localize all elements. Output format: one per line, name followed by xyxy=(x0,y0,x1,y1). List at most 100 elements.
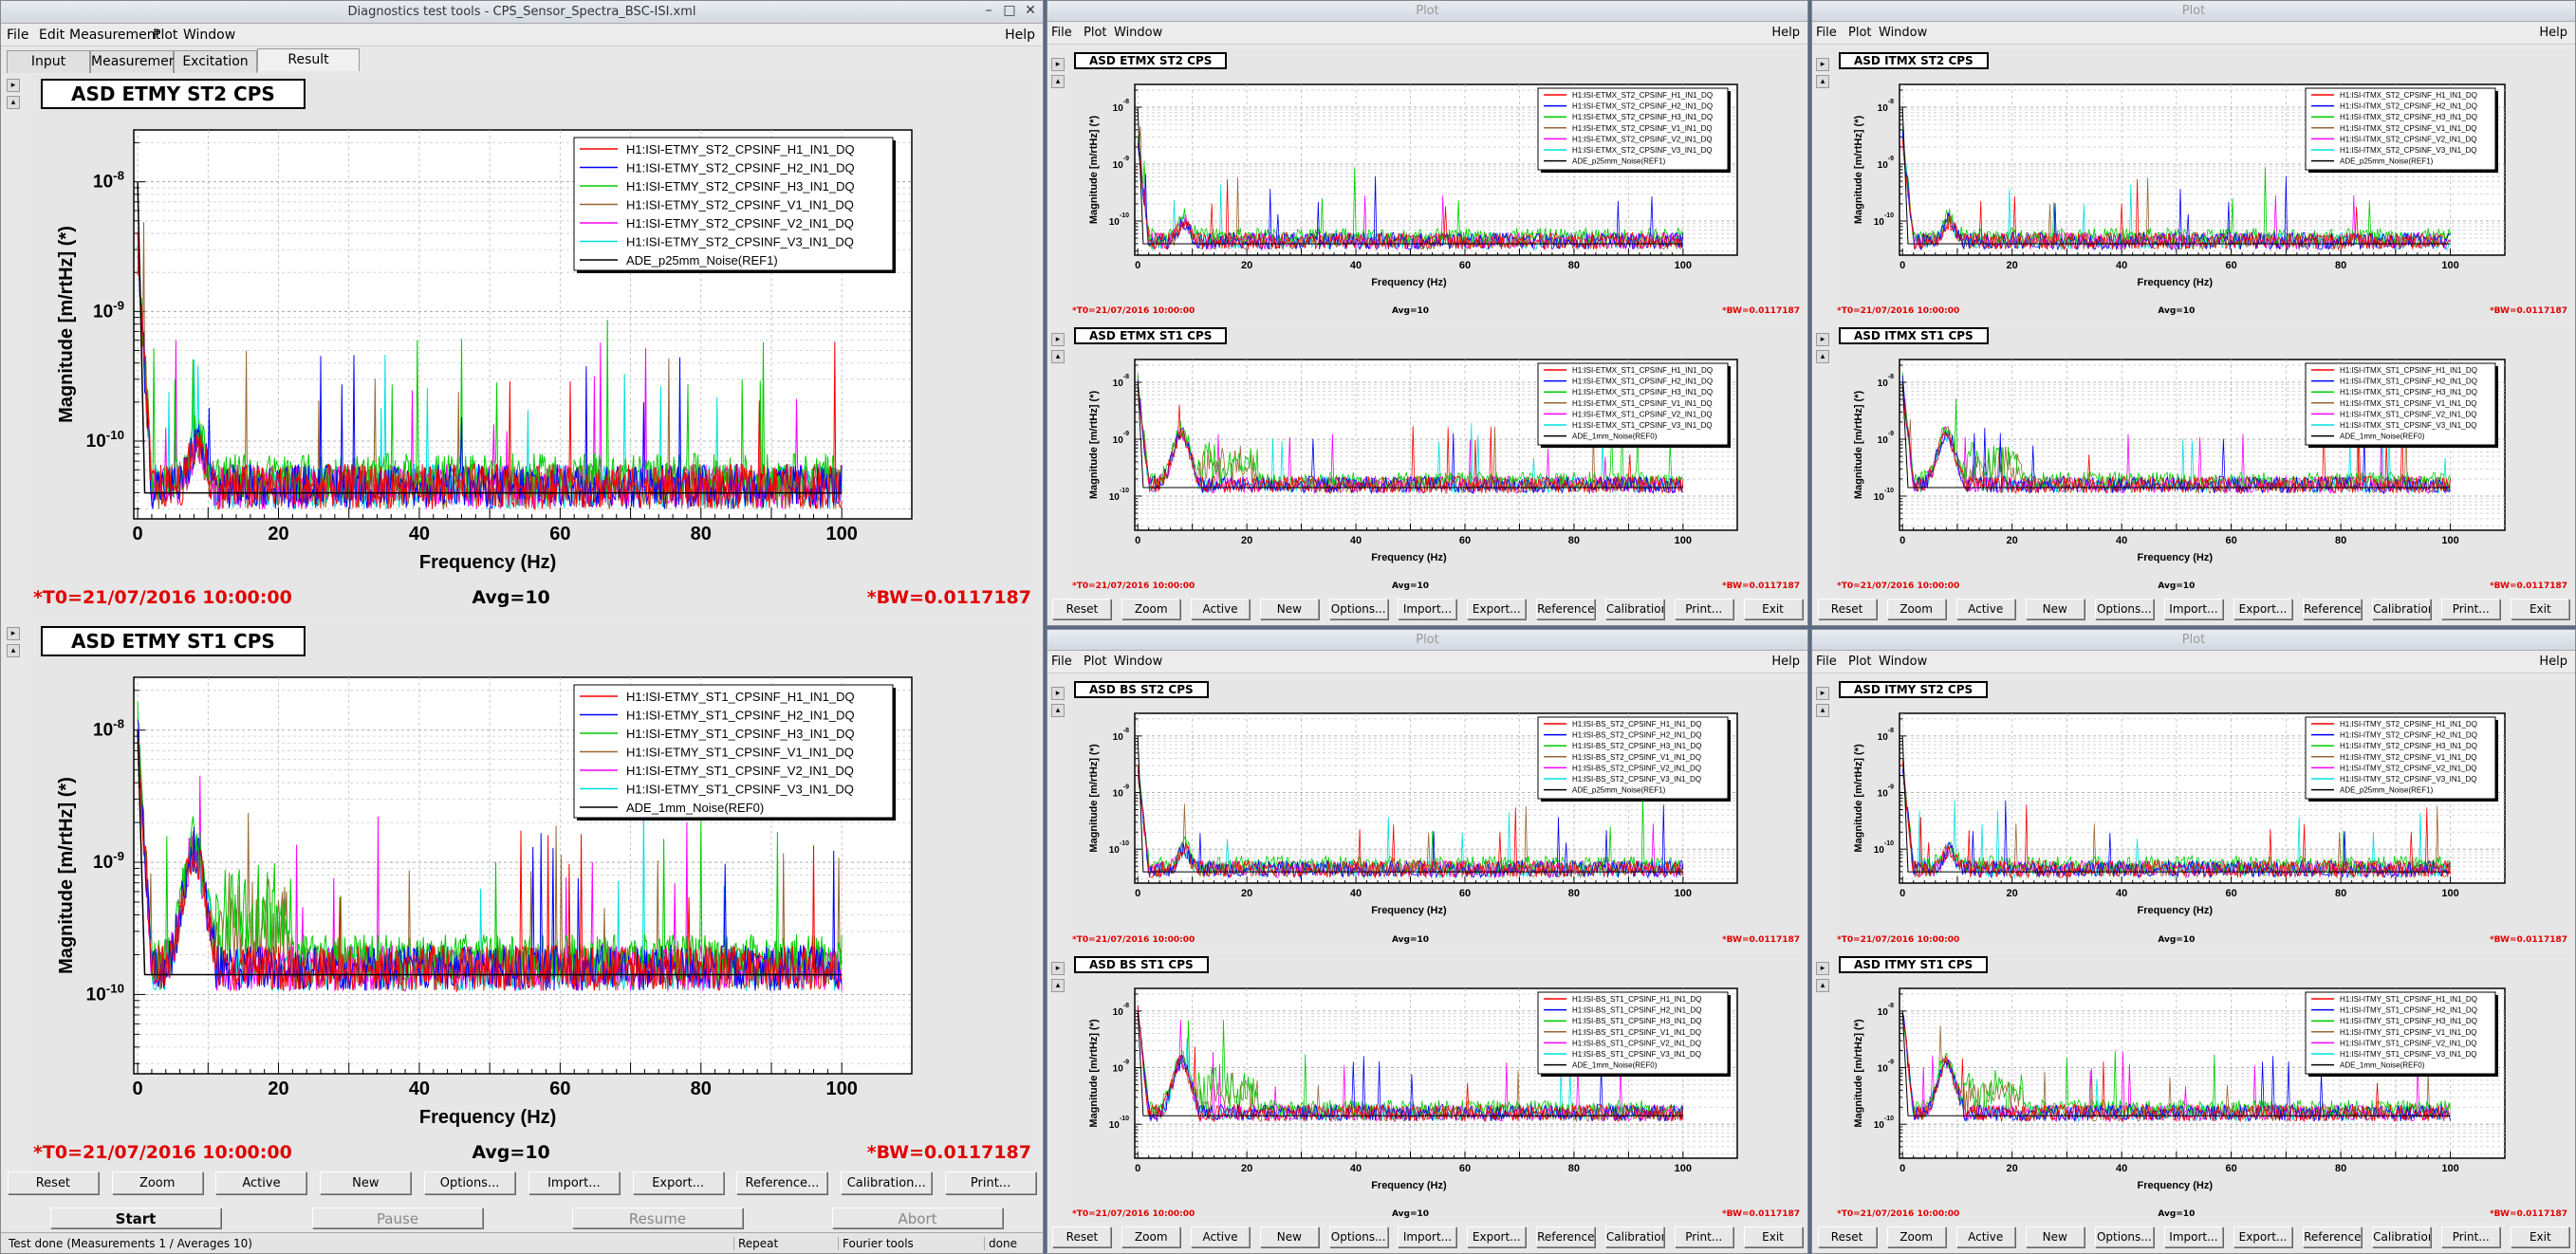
maximize-icon[interactable]: □ xyxy=(1003,3,1016,18)
exit-button[interactable]: Exit xyxy=(2511,599,2570,619)
options-button[interactable]: Options... xyxy=(2094,599,2154,619)
reset-button[interactable]: Reset xyxy=(1817,1226,1877,1247)
menu-plot[interactable]: Plot xyxy=(153,28,178,43)
import-button[interactable]: Import... xyxy=(2163,1226,2223,1247)
calibration-button[interactable]: Calibration... xyxy=(1604,599,1664,619)
panel-collapse-button[interactable]: ▴ xyxy=(1816,978,1829,992)
pause-button[interactable]: Pause xyxy=(312,1208,483,1228)
panel-expand-button[interactable]: ▸ xyxy=(1051,58,1065,71)
exit-button[interactable]: Exit xyxy=(1743,1226,1803,1247)
new-button[interactable]: New xyxy=(2025,599,2085,619)
panel-expand-button[interactable]: ▸ xyxy=(1816,58,1829,71)
panel-collapse-button[interactable]: ▴ xyxy=(1051,704,1065,717)
active-button[interactable]: Active xyxy=(1191,1226,1251,1247)
calibration-button[interactable]: Calibration... xyxy=(1604,1226,1664,1247)
active-button[interactable]: Active xyxy=(1191,599,1251,619)
panel-expand-button[interactable]: ▸ xyxy=(7,627,20,640)
calibration-button[interactable]: Calibration... xyxy=(2372,1226,2432,1247)
menu-help[interactable]: Help xyxy=(2539,655,2567,669)
menu-window[interactable]: Window xyxy=(1114,655,1163,669)
plot-canvas[interactable]: 0 20 40 60 80 100 10-8 10-9 10-10 Frequency (Hz) M… xyxy=(1068,679,1804,948)
calibration-button[interactable]: Calibration... xyxy=(841,1171,933,1194)
menu-window[interactable]: Window xyxy=(1879,26,1928,40)
import-button[interactable]: Import... xyxy=(1398,599,1457,619)
export-button[interactable]: Export... xyxy=(632,1171,724,1194)
tab-result[interactable]: Result xyxy=(257,48,360,71)
panel-expand-button[interactable]: ▸ xyxy=(1051,687,1065,700)
panel-collapse-button[interactable]: ▴ xyxy=(1051,75,1065,88)
export-button[interactable]: Export... xyxy=(1467,599,1527,619)
menu-file[interactable]: File xyxy=(1816,26,1837,40)
tab-input[interactable]: Input xyxy=(7,50,90,73)
new-button[interactable]: New xyxy=(1259,599,1319,619)
new-button[interactable]: New xyxy=(320,1171,412,1194)
menu-plot[interactable]: Plot xyxy=(1084,655,1107,669)
plot-canvas[interactable]: 0 20 40 60 80 100 10-8 10-9 10-10 Frequency (Hz) M… xyxy=(1833,325,2571,595)
panel-collapse-button[interactable]: ▴ xyxy=(1816,75,1829,88)
menu-measurement[interactable]: Measurement xyxy=(69,28,161,43)
menu-help[interactable]: Help xyxy=(2539,26,2567,40)
print-button[interactable]: Print... xyxy=(2441,599,2501,619)
panel-expand-button[interactable]: ▸ xyxy=(7,79,20,92)
plot-canvas[interactable]: 0 20 40 60 80 100 10-8 10-9 10-10 Frequency (Hz) M… xyxy=(1833,679,2571,948)
zoom-button[interactable]: Zoom xyxy=(1121,1226,1181,1247)
menu-window[interactable]: Window xyxy=(1879,655,1928,669)
reference-button[interactable]: Reference... xyxy=(736,1171,828,1194)
menu-help[interactable]: Help xyxy=(1771,655,1800,669)
print-button[interactable]: Print... xyxy=(1674,599,1733,619)
menu-edit[interactable]: Edit xyxy=(39,28,65,43)
zoom-button[interactable]: Zoom xyxy=(1886,1226,1946,1247)
print-button[interactable]: Print... xyxy=(2441,1226,2501,1247)
panel-collapse-button[interactable]: ▴ xyxy=(7,644,20,657)
menu-plot[interactable]: Plot xyxy=(1848,26,1872,40)
menu-file[interactable]: File xyxy=(1051,655,1072,669)
export-button[interactable]: Export... xyxy=(1467,1226,1527,1247)
options-button[interactable]: Options... xyxy=(1328,1226,1388,1247)
reference-button[interactable]: Reference... xyxy=(1536,599,1596,619)
options-button[interactable]: Options... xyxy=(2094,1226,2154,1247)
plot-canvas[interactable]: 0 20 40 60 80 100 10-8 10-9 10-10 Frequency (Hz) M… xyxy=(29,622,1035,1171)
panel-expand-button[interactable]: ▸ xyxy=(1816,687,1829,700)
plot-canvas[interactable]: 0 20 40 60 80 100 10-8 10-9 10-10 Frequency (Hz) M… xyxy=(1068,325,1804,595)
panel-collapse-button[interactable]: ▴ xyxy=(1051,350,1065,363)
reference-button[interactable]: Reference... xyxy=(2303,1226,2363,1247)
plot-canvas[interactable]: 0 20 40 60 80 100 10-8 10-9 10-10 Frequency (Hz) M… xyxy=(1068,50,1804,320)
plot-canvas[interactable]: 0 20 40 60 80 100 10-8 10-9 10-10 Frequency (Hz) M… xyxy=(1068,954,1804,1223)
export-button[interactable]: Export... xyxy=(2233,599,2292,619)
calibration-button[interactable]: Calibration... xyxy=(2372,599,2432,619)
menu-plot[interactable]: Plot xyxy=(1084,26,1107,40)
options-button[interactable]: Options... xyxy=(1328,599,1388,619)
panel-expand-button[interactable]: ▸ xyxy=(1816,333,1829,346)
import-button[interactable]: Import... xyxy=(1398,1226,1457,1247)
reset-button[interactable]: Reset xyxy=(1052,599,1112,619)
reference-button[interactable]: Reference... xyxy=(2303,599,2363,619)
active-button[interactable]: Active xyxy=(1955,1226,2015,1247)
abort-button[interactable]: Abort xyxy=(832,1208,1003,1228)
panel-collapse-button[interactable]: ▴ xyxy=(7,96,20,109)
panel-collapse-button[interactable]: ▴ xyxy=(1816,704,1829,717)
panel-collapse-button[interactable]: ▴ xyxy=(1816,350,1829,363)
menu-window[interactable]: Window xyxy=(183,28,236,43)
reference-button[interactable]: Reference... xyxy=(1536,1226,1596,1247)
plot-canvas[interactable]: 0 20 40 60 80 100 10-8 10-9 10-10 Frequency (Hz) M… xyxy=(29,75,1035,616)
tab-excitation[interactable]: Excitation xyxy=(174,50,257,73)
menu-help[interactable]: Help xyxy=(1005,28,1035,43)
active-button[interactable]: Active xyxy=(1955,599,2015,619)
menu-file[interactable]: File xyxy=(1051,26,1072,40)
new-button[interactable]: New xyxy=(1259,1226,1319,1247)
import-button[interactable]: Import... xyxy=(2163,599,2223,619)
reset-button[interactable]: Reset xyxy=(1817,599,1877,619)
exit-button[interactable]: Exit xyxy=(1743,599,1803,619)
reset-button[interactable]: Reset xyxy=(7,1171,99,1194)
active-button[interactable]: Active xyxy=(215,1171,307,1194)
zoom-button[interactable]: Zoom xyxy=(1121,599,1181,619)
zoom-button[interactable]: Zoom xyxy=(111,1171,203,1194)
tab-measurement[interactable]: Measurement xyxy=(90,50,182,73)
print-button[interactable]: Print... xyxy=(1674,1226,1733,1247)
zoom-button[interactable]: Zoom xyxy=(1886,599,1946,619)
plot-canvas[interactable]: 0 20 40 60 80 100 10-8 10-9 10-10 Frequency (Hz) M… xyxy=(1833,50,2571,320)
import-button[interactable]: Import... xyxy=(528,1171,620,1194)
plot-canvas[interactable]: 0 20 40 60 80 100 10-8 10-9 10-10 Frequency (Hz) M… xyxy=(1833,954,2571,1223)
menu-file[interactable]: File xyxy=(1816,655,1837,669)
resume-button[interactable]: Resume xyxy=(572,1208,743,1228)
